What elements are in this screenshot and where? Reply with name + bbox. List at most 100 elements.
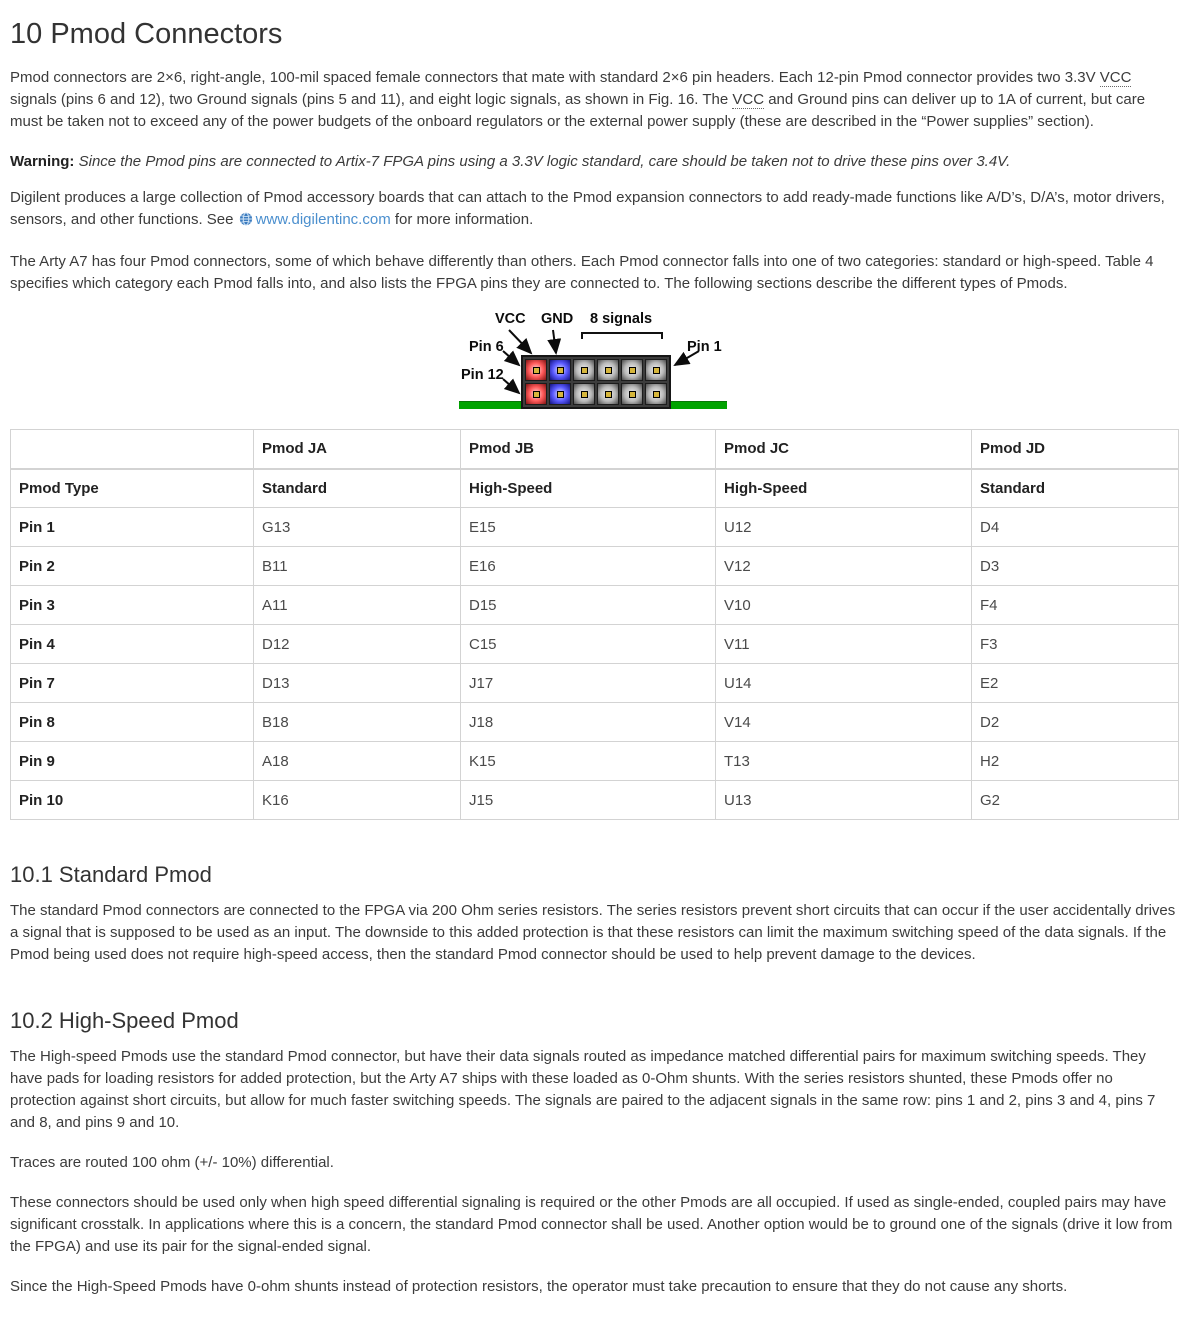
figure-pin6-label: Pin 6 (469, 339, 504, 355)
highspeed-paragraph-3: These connectors should be used only whe… (10, 1194, 1173, 1255)
pin-label-cell: Pin 1 (10, 507, 254, 547)
signal-pin-cell (621, 383, 643, 405)
pin-value-cell: J17 (460, 663, 716, 703)
intro-text-1: Pmod connectors are 2×6, right-angle, 10… (10, 69, 1100, 86)
table-row: Pin 10 K16 J15 U13 G2 (10, 780, 1179, 820)
pin-value-cell: U14 (715, 663, 972, 703)
highspeed-paragraph-4: Since the High-Speed Pmods have 0-ohm sh… (10, 1278, 1068, 1295)
digilent-text-before: Digilent produces a large collection of … (10, 189, 1165, 228)
pin-value-cell: B11 (253, 546, 461, 586)
pin-contact (580, 366, 588, 374)
standard-pmod-paragraph: The standard Pmod connectors are connect… (10, 902, 1176, 963)
pin-contact (652, 390, 660, 398)
pin-value-cell: D3 (971, 546, 1179, 586)
pin-value-cell: K15 (460, 741, 716, 781)
header-pmod-jb: Pmod JB (460, 429, 716, 470)
page-title: 10 Pmod Connectors (10, 18, 283, 50)
pin-contact (604, 366, 612, 374)
table-row: Pin 8 B18 J18 V14 D2 (10, 702, 1179, 742)
pin-value-cell: H2 (971, 741, 1179, 781)
pin-contact (604, 390, 612, 398)
header-pmod-jc: Pmod JC (715, 429, 972, 470)
pin-label-cell: Pin 7 (10, 663, 254, 703)
pin-value-cell: F4 (971, 585, 1179, 625)
categories-paragraph: The Arty A7 has four Pmod connectors, so… (10, 253, 1154, 292)
type-cell-jd: Standard (971, 468, 1179, 508)
signal-pin-cell (621, 359, 643, 381)
gnd-pin-cell (549, 359, 571, 381)
type-cell-jc: High-Speed (715, 468, 972, 508)
digilent-text-after: for more information. (390, 211, 534, 228)
figure-vcc-label: VCC (495, 311, 526, 327)
pin-value-cell: A11 (253, 585, 461, 625)
section-title-highspeed-pmod: 10.2 High-Speed Pmod (10, 1008, 239, 1033)
pmod-connector-figure: VCC GND 8 signals Pin 6 Pin 12 Pin 1 (10, 311, 1176, 411)
figure-pin1-label: Pin 1 (687, 339, 722, 355)
table-row: Pin 1 G13 E15 U12 D4 (10, 507, 1179, 547)
type-cell-ja: Standard (253, 468, 461, 508)
signal-pin-cell (597, 359, 619, 381)
type-cell-jb: High-Speed (460, 468, 716, 508)
pin-value-cell: T13 (715, 741, 972, 781)
pin-value-cell: D15 (460, 585, 716, 625)
pin-value-cell: A18 (253, 741, 461, 781)
pin-contact (532, 366, 540, 374)
pin-value-cell: V10 (715, 585, 972, 625)
table-row: Pin 9 A18 K15 T13 H2 (10, 741, 1179, 781)
warning-label: Warning: (10, 153, 75, 170)
pin-contact (652, 366, 660, 374)
signals-bracket (581, 332, 663, 339)
digilentinc-link[interactable]: www.digilentinc.com (255, 211, 391, 228)
table-header-row: Pmod JA Pmod JB Pmod JC Pmod JD (10, 429, 1179, 470)
figure-gnd-label: GND (541, 311, 574, 327)
pin-value-cell: F3 (971, 624, 1179, 664)
row-label-cell: Pmod Type (10, 468, 254, 508)
globe-icon (239, 211, 253, 233)
pin-value-cell: E16 (460, 546, 716, 586)
intro-text-2: signals (pins 6 and 12), two Ground sign… (10, 91, 733, 108)
pin-label-cell: Pin 10 (10, 780, 254, 820)
warning-text: Since the Pmod pins are connected to Art… (74, 153, 1011, 170)
pin-value-cell: G13 (253, 507, 461, 547)
signal-pin-cell (645, 383, 667, 405)
pin-value-cell: D4 (971, 507, 1179, 547)
pin-value-cell: V11 (715, 624, 972, 664)
pin-value-cell: V12 (715, 546, 972, 586)
pin-value-cell: V14 (715, 702, 972, 742)
pin-value-cell: D13 (253, 663, 461, 703)
pin-label-cell: Pin 8 (10, 702, 254, 742)
section-title-standard-pmod: 10.1 Standard Pmod (10, 862, 212, 887)
highspeed-paragraph-1: The High-speed Pmods use the standard Pm… (10, 1048, 1156, 1131)
vcc-abbr: VCC (1099, 69, 1132, 87)
vcc-pin-cell (525, 359, 547, 381)
pin-label-cell: Pin 4 (10, 624, 254, 664)
pin-contact (580, 390, 588, 398)
signal-pin-cell (573, 359, 595, 381)
pin-label-cell: Pin 9 (10, 741, 254, 781)
pin-label-cell: Pin 3 (10, 585, 254, 625)
pin-contact (532, 390, 540, 398)
signal-pin-cell (573, 383, 595, 405)
vcc-abbr: VCC (732, 91, 765, 109)
pin-value-cell: B18 (253, 702, 461, 742)
pin-value-cell: U13 (715, 780, 972, 820)
connector-body (521, 355, 671, 409)
pin-contact (628, 390, 636, 398)
figure-pin12-label: Pin 12 (461, 367, 504, 383)
vcc-pin-cell (525, 383, 547, 405)
pin-value-cell: U12 (715, 507, 972, 547)
pin-contact (556, 390, 564, 398)
pin-value-cell: D12 (253, 624, 461, 664)
signal-pin-cell (597, 383, 619, 405)
pmod-type-row: Pmod Type Standard High-Speed High-Speed… (10, 468, 1179, 508)
figure-8signals-label: 8 signals (590, 311, 653, 327)
intro-text-3: and Ground pins can deliver up to 1A of … (10, 91, 1146, 130)
pin-contact (628, 366, 636, 374)
header-pmod-jd: Pmod JD (971, 429, 1179, 470)
pin-value-cell: C15 (460, 624, 716, 664)
pin-value-cell: G2 (971, 780, 1179, 820)
pmod-pin-table: Pmod JA Pmod JB Pmod JC Pmod JD Pmod Typ… (10, 429, 1179, 820)
digilent-paragraph: Digilent produces a large collection of … (10, 187, 1176, 233)
table-row: Pin 7 D13 J17 U14 E2 (10, 663, 1179, 703)
